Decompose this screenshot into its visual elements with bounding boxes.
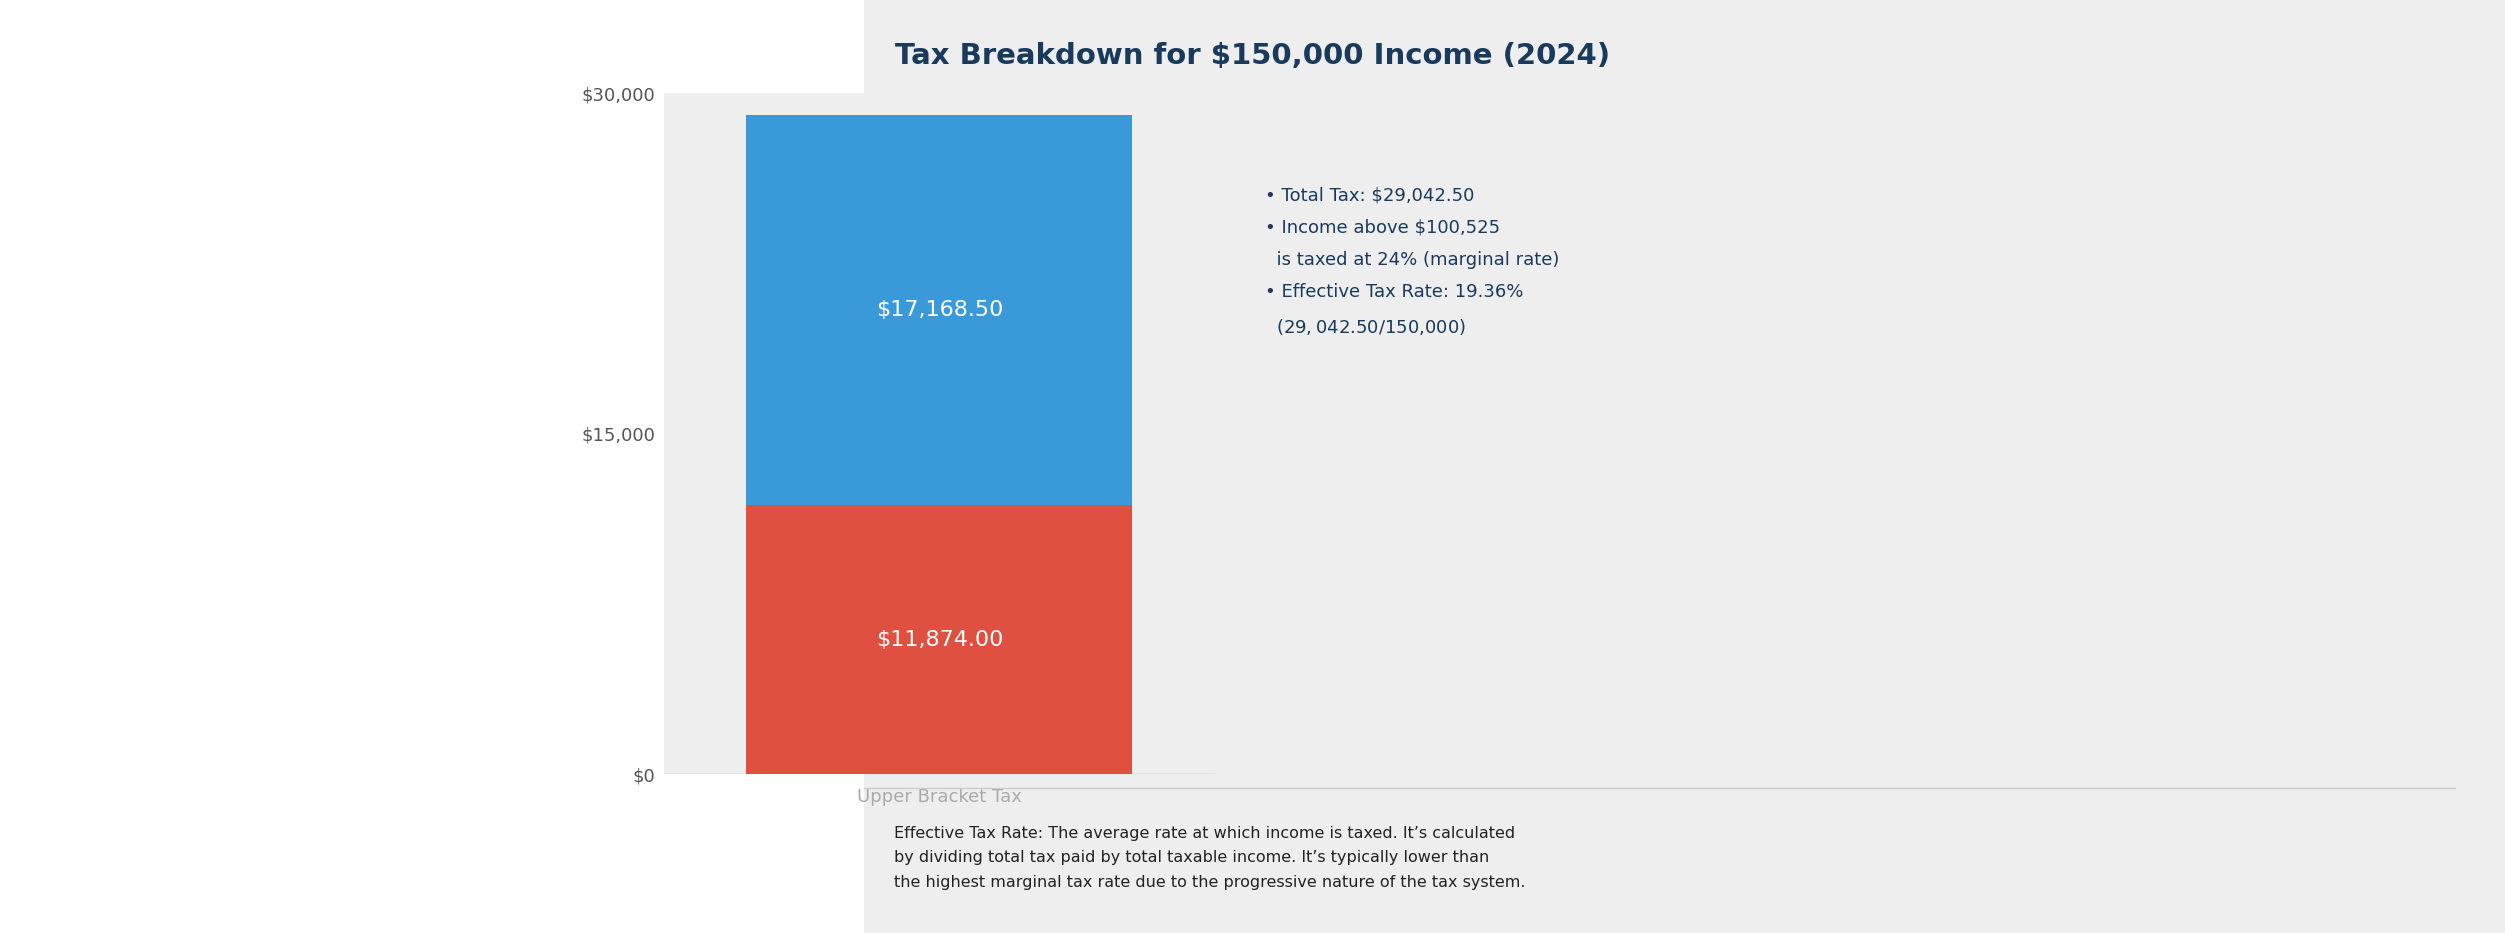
Text: Tax Breakdown for $150,000 Income (2024): Tax Breakdown for $150,000 Income (2024) <box>894 42 1611 70</box>
Bar <box>746 505 1132 774</box>
Text: $11,874.00: $11,874.00 <box>877 630 1002 649</box>
Bar <box>746 115 1132 505</box>
Text: $17,168.50: $17,168.50 <box>877 299 1002 320</box>
Text: Effective Tax Rate: The average rate at which income is taxed. It’s calculated
b: Effective Tax Rate: The average rate at … <box>894 826 1526 890</box>
Text: • Total Tax: $29,042.50
• Income above $100,525
  is taxed at 24% (marginal rate: • Total Tax: $29,042.50 • Income above $… <box>1265 187 1561 337</box>
X-axis label: Upper Bracket Tax: Upper Bracket Tax <box>857 788 1022 806</box>
